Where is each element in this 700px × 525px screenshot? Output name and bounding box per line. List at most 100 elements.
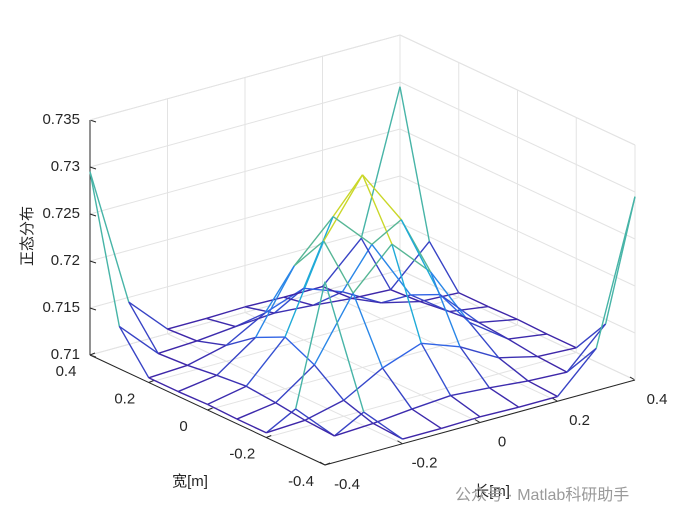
mesh-segment	[321, 237, 362, 287]
z-tick-label: 0.715	[42, 299, 80, 316]
mesh-segment	[391, 243, 432, 273]
mesh-segment	[341, 244, 373, 293]
mesh-segment	[216, 336, 257, 376]
mesh-segment	[360, 86, 401, 239]
y-tick-label: 0.4	[56, 363, 77, 380]
x-tick	[397, 440, 403, 445]
mesh-segment	[323, 240, 354, 294]
mesh-segment	[449, 310, 479, 324]
mesh-segment	[236, 402, 276, 420]
y-tick	[207, 407, 213, 411]
mesh-segment	[410, 294, 450, 313]
mesh-segment	[402, 427, 442, 440]
mesh-segment	[390, 241, 430, 291]
z-tick	[89, 213, 97, 217]
mesh-segment	[478, 318, 518, 324]
mesh-segment	[207, 403, 238, 420]
mesh-segment	[177, 374, 218, 393]
mesh-segment	[196, 325, 236, 342]
mesh-segment	[527, 371, 568, 382]
mesh-segment	[420, 342, 452, 396]
mesh-segment	[604, 196, 636, 325]
mesh-segment	[351, 288, 391, 300]
mesh-segment	[235, 312, 275, 328]
mesh-segment	[313, 364, 345, 401]
mesh-segment	[517, 318, 548, 335]
x-tick	[629, 376, 636, 381]
mesh-segment	[459, 346, 499, 359]
mesh-segment	[381, 300, 421, 304]
mesh-segment	[537, 347, 577, 358]
x-tick-label: 0	[498, 433, 506, 450]
mesh-segment	[498, 357, 529, 382]
mesh-segment	[537, 355, 568, 373]
y-tick	[266, 435, 272, 438]
z-tick	[89, 119, 97, 123]
mesh-segment	[399, 86, 431, 242]
mesh-segment	[187, 364, 218, 376]
y-tick-label: 0.2	[114, 390, 135, 407]
mesh-segment	[244, 296, 284, 308]
mesh-segment	[469, 321, 509, 340]
mesh-segment	[489, 380, 529, 389]
mesh-segment	[245, 336, 286, 387]
mesh-segment	[459, 346, 490, 389]
mesh-segment	[411, 394, 451, 410]
mesh-segment	[167, 328, 198, 342]
mesh-segment	[449, 305, 489, 313]
mesh-segment	[411, 408, 442, 430]
mesh-segment	[283, 296, 314, 306]
mesh-segment	[488, 387, 520, 408]
mesh-segment	[264, 287, 305, 314]
mesh-segment	[556, 347, 597, 397]
mesh-segment	[266, 419, 306, 434]
mesh-segment	[148, 364, 188, 379]
z-tick	[89, 307, 97, 311]
mesh-segment	[118, 325, 159, 354]
mesh-segment	[468, 321, 500, 359]
mesh-segment	[294, 281, 326, 410]
mesh-segment	[430, 271, 470, 323]
mesh-segment	[303, 216, 334, 289]
mesh-segment	[118, 326, 150, 379]
mesh-segment	[391, 243, 422, 344]
mesh-segment	[479, 406, 519, 418]
grid-line	[148, 297, 459, 383]
grid-line	[207, 324, 518, 411]
x-axis-label: 长[m]	[474, 483, 510, 500]
mesh-segment	[226, 336, 256, 346]
mesh-segment	[428, 241, 460, 294]
mesh-segment	[498, 355, 538, 359]
mesh-segment	[575, 323, 607, 349]
mesh-segment	[343, 399, 374, 424]
mesh-segment	[245, 385, 276, 404]
mesh-segment	[264, 265, 295, 314]
mesh-segment	[312, 291, 343, 306]
mesh-segment	[89, 171, 130, 303]
z-tick	[89, 166, 97, 170]
mesh-segment	[265, 408, 297, 434]
mesh-segment	[333, 411, 365, 437]
mesh-segment	[274, 304, 314, 314]
mesh-segment	[351, 297, 382, 304]
mesh-segment	[167, 317, 207, 330]
y-axis-label: 宽[m]	[172, 473, 208, 490]
z-tick-label: 0.725	[42, 205, 80, 222]
mesh-segment	[157, 352, 188, 366]
z-tick-label: 0.735	[42, 111, 80, 128]
mesh-segment	[371, 219, 402, 245]
mesh-segment	[390, 289, 421, 303]
y-tick-label: 0	[179, 418, 187, 435]
mesh-segment	[275, 364, 315, 404]
y-tick	[148, 380, 154, 383]
mesh-segment	[324, 281, 365, 413]
mesh-segment	[361, 174, 402, 221]
mesh-segment	[439, 293, 480, 324]
y-tick	[89, 352, 96, 356]
mesh-segment	[372, 408, 413, 425]
mesh-segment	[487, 305, 518, 321]
mesh-segment	[419, 292, 459, 303]
mesh-segment	[275, 402, 306, 421]
mesh-segment	[566, 347, 597, 373]
mesh-segment	[352, 243, 393, 294]
